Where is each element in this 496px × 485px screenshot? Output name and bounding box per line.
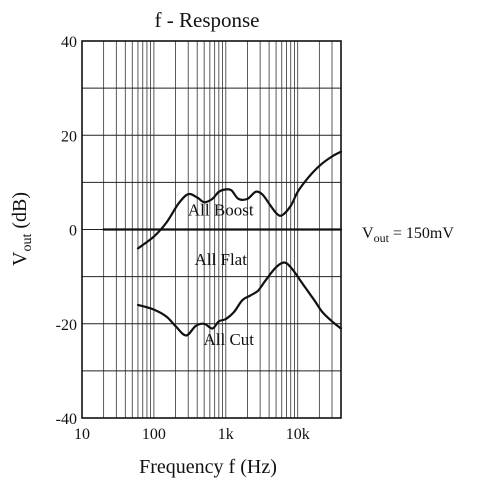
y-tick-label: 0 xyxy=(69,223,77,240)
chart-title: f - Response xyxy=(155,8,260,32)
y-axis-label: Vout (dB) xyxy=(9,192,35,266)
y-axis-label-sub: out xyxy=(20,234,35,252)
vout-annotation: Vout = 150mV xyxy=(362,225,454,245)
x-tick-labels: 10 100 1k 10k xyxy=(74,426,310,443)
curve-all-cut xyxy=(136,261,343,337)
y-tick-labels: 40 20 0 -20 -40 xyxy=(56,34,77,428)
x-tick-label: 10k xyxy=(286,426,310,443)
y-tick-label: -40 xyxy=(56,411,77,428)
y-axis-label-main: V xyxy=(9,251,31,266)
vout-annotation-main: V xyxy=(362,225,374,242)
curve-label-all-flat: All Flat xyxy=(195,250,248,269)
curve-label-all-cut: All Cut xyxy=(204,330,255,349)
vout-annotation-sub: out xyxy=(374,231,390,245)
curves xyxy=(102,150,343,337)
vout-annotation-rest: = 150mV xyxy=(389,225,454,242)
x-tick-label: 10 xyxy=(74,426,90,443)
plot-frame xyxy=(81,40,342,419)
x-axis-label: Frequency f (Hz) xyxy=(139,456,277,478)
y-tick-label: 20 xyxy=(61,128,77,145)
y-tick-label: -20 xyxy=(56,317,77,334)
curve-labels: All Boost All Flat All Cut xyxy=(188,200,254,349)
y-axis-label-unit: (dB) xyxy=(9,192,31,234)
curve-all-boost xyxy=(136,150,343,250)
y-tick-label: 40 xyxy=(61,34,77,51)
curve-label-all-boost: All Boost xyxy=(188,200,254,219)
x-tick-label: 100 xyxy=(142,426,166,443)
x-tick-label: 1k xyxy=(218,426,234,443)
